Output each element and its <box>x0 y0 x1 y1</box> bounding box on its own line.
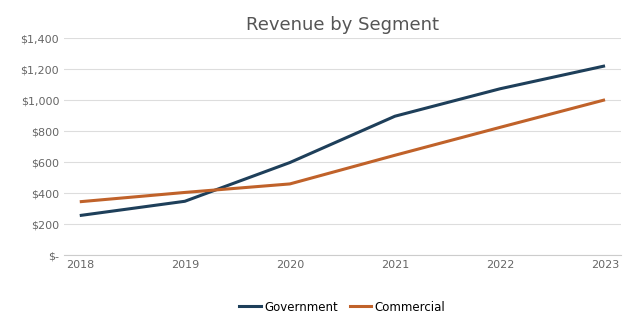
Commercial <box>391 153 399 157</box>
Government <box>601 64 609 68</box>
Commercial <box>181 190 189 194</box>
Line: Commercial: Commercial <box>80 100 605 202</box>
Commercial <box>286 182 294 186</box>
Title: Revenue by Segment: Revenue by Segment <box>246 16 439 34</box>
Government <box>181 199 189 203</box>
Line: Government: Government <box>80 66 605 216</box>
Government <box>391 114 399 118</box>
Commercial <box>76 200 84 204</box>
Government <box>496 87 504 91</box>
Government <box>76 214 84 218</box>
Commercial <box>601 98 609 102</box>
Legend: Government, Commercial: Government, Commercial <box>235 296 450 318</box>
Government <box>286 161 294 165</box>
Commercial <box>496 125 504 129</box>
